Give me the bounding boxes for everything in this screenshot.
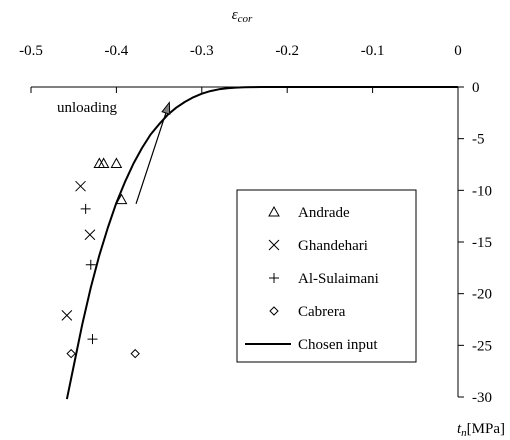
y-tick-label: -10 — [472, 183, 492, 199]
markers — [61, 157, 140, 359]
y-axis-title-sub: n — [461, 427, 467, 439]
y-tick-label: -25 — [472, 338, 492, 354]
data-point-ghandehari — [75, 180, 86, 192]
legend-label-andrade: Andrade — [298, 205, 350, 221]
legend-label-ghandehari: Ghandehari — [298, 238, 368, 254]
x-axis-title-main: ε — [232, 7, 238, 23]
y-tick-label: -5 — [472, 132, 485, 148]
x-axis-title-sub: cor — [238, 13, 253, 25]
x-tick-label: 0 — [454, 43, 462, 59]
legend-marker-cabrera — [269, 306, 279, 316]
legend-marker-andrade — [268, 205, 280, 217]
x-axis-title: εcor — [232, 7, 253, 25]
x-tick-label: -0.1 — [361, 43, 385, 59]
x-tick-label: -0.3 — [190, 43, 214, 59]
unloading-arrow-head — [161, 101, 171, 115]
y-axis-title-main: t — [457, 421, 462, 437]
legend-label-al-sulaimani: Al-Sulaimani — [298, 271, 379, 287]
unloading-arrow-shaft — [135, 112, 167, 204]
data-point-al-sulaimani — [80, 203, 91, 214]
curve-layer — [65, 86, 458, 400]
data-point-cabrera — [66, 348, 76, 359]
y-tick-label: -20 — [472, 287, 492, 303]
legend-marker-al-sulaimani — [269, 273, 279, 283]
legend-label-cabrera: Cabrera — [298, 304, 346, 320]
y-tick-label: 0 — [472, 80, 480, 96]
legend: Andrade Ghandehari Al-Sulaimani Cabrera Chos… — [236, 189, 417, 363]
legend-label-chosen-input: Chosen input — [298, 337, 378, 353]
data-point-cabrera — [130, 348, 140, 359]
axes: -0.5 -0.4 -0.3 -0.2 -0.1 0 0 -5 -10 -15 -20 -25 -30 — [19, 43, 492, 406]
data-point-al-sulaimani — [85, 259, 96, 270]
data-point-andrade — [110, 157, 123, 168]
y-tick-label: -15 — [472, 235, 492, 251]
x-tick-label: -0.2 — [275, 43, 299, 59]
y-axis-title: tn[MPa] — [457, 421, 505, 439]
annotation-layer: unloading — [57, 100, 171, 204]
unloading-label: unloading — [57, 100, 117, 116]
y-axis-title-unit: [MPa] — [467, 421, 505, 437]
series-line-chosen-input — [65, 86, 458, 400]
legend-marker-ghandehari — [268, 239, 280, 251]
data-point-ghandehari — [84, 229, 96, 241]
legend-box — [236, 189, 417, 363]
data-point-andrade — [115, 193, 128, 205]
y-tick-label: -30 — [472, 390, 492, 406]
x-tick-label: -0.4 — [105, 43, 129, 59]
data-point-andrade — [97, 157, 110, 168]
x-tick-label: -0.5 — [19, 43, 43, 59]
data-point-ghandehari — [61, 310, 73, 321]
data-point-al-sulaimani — [87, 334, 98, 345]
legend-items: Andrade Ghandehari Al-Sulaimani Cabrera Chos… — [245, 205, 379, 353]
